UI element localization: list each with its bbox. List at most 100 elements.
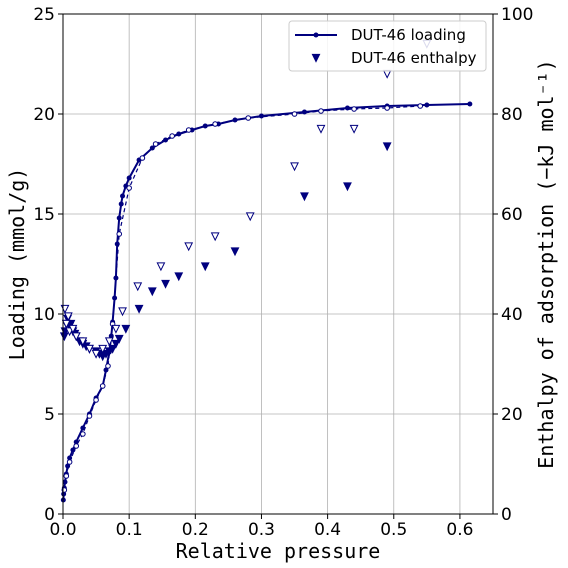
y-left-tick-label: 10	[33, 305, 55, 325]
loading-point	[163, 137, 169, 143]
y-right-tick-label: 80	[501, 105, 523, 125]
axes	[58, 13, 498, 519]
enthalpy-open-point	[245, 212, 255, 222]
x-tick-label: 0.0	[49, 520, 76, 540]
desorption-point	[351, 106, 357, 112]
enthalpy-point	[230, 247, 240, 257]
desorption-point	[80, 431, 86, 437]
enthalpy-open-point	[68, 324, 78, 334]
enthalpy-open-point	[133, 282, 143, 292]
y-right-axis-label: Enthalpy of adsorption (−kJ mol⁻¹)	[534, 59, 558, 468]
x-tick-label: 0.3	[248, 520, 275, 540]
y-left-tick-labels: 0 5 10 15 20 25	[33, 5, 55, 525]
enthalpy-open-point	[63, 312, 73, 322]
y-left-tick-label: 0	[44, 505, 55, 525]
enthalpy-point	[343, 182, 352, 192]
y-left-tick-label: 15	[33, 205, 55, 225]
legend-loading-marker	[313, 32, 319, 38]
enthalpy-open-point	[98, 344, 108, 354]
enthalpy-point	[200, 262, 210, 272]
x-tick-label: 0.1	[116, 520, 143, 540]
desorption-point	[384, 105, 390, 111]
loading-line	[62, 103, 470, 501]
enthalpy-open-point	[210, 232, 220, 242]
x-tick-labels: 0.0 0.1 0.2 0.3 0.4 0.5 0.6	[49, 520, 473, 540]
enthalpy-open-point	[156, 262, 166, 272]
loading-point	[258, 113, 264, 119]
loading-point	[116, 215, 122, 221]
x-tick-label: 0.4	[314, 520, 341, 540]
desorption-point	[139, 155, 146, 161]
desorption-point	[63, 473, 70, 479]
loading-point	[301, 109, 307, 115]
desorption-point	[245, 115, 252, 121]
enthalpy-open-point	[111, 324, 121, 334]
enthalpy-open-point	[118, 307, 127, 317]
desorption-point	[152, 141, 159, 147]
desorption-point	[66, 459, 73, 465]
y-right-tick-label: 40	[501, 305, 523, 325]
y-right-tick-label: 100	[501, 5, 533, 25]
enthalpy-point	[161, 279, 170, 289]
enthalpy-point	[121, 324, 131, 334]
enthalpy-point	[114, 334, 124, 344]
x-tick-label: 0.5	[380, 520, 407, 540]
legend-label: DUT-46 loading	[351, 26, 466, 44]
enthalpy-point	[382, 142, 392, 152]
enthalpy-open-point	[349, 124, 359, 134]
enthalpy-open-point	[60, 304, 70, 314]
y-right-tick-label: 0	[501, 505, 512, 525]
loading-point	[112, 295, 118, 301]
desorption-point	[86, 413, 93, 419]
legend-label: DUT-46 enthalpy	[351, 49, 477, 67]
loading-point	[176, 131, 182, 137]
enthalpy-open-point	[71, 332, 81, 342]
enthalpy-open-point	[184, 242, 194, 252]
enthalpy-point	[174, 272, 184, 282]
y-left-tick-label: 20	[33, 105, 55, 125]
enthalpy-open-point	[61, 319, 71, 329]
loading-point	[126, 175, 132, 181]
loading-point	[424, 102, 430, 108]
y-left-tick-label: 25	[33, 5, 55, 25]
loading-point	[118, 201, 124, 207]
enthalpy-point	[134, 304, 144, 314]
desorption-point	[417, 103, 424, 109]
loading-point	[70, 447, 76, 453]
desorption-point	[212, 121, 218, 127]
plot-frame	[62, 13, 494, 515]
enthalpy-point	[111, 339, 121, 349]
desorption-line	[63, 105, 421, 491]
y-left-axis-label: Loading (mmol/g)	[5, 168, 29, 361]
loading-point	[120, 193, 126, 199]
enthalpy-open-point	[85, 344, 94, 354]
enthalpy-open-point	[104, 337, 114, 347]
enthalpy-point	[108, 344, 118, 354]
desorption-point	[105, 363, 111, 369]
x-tick-label: 0.6	[446, 520, 473, 540]
loading-point	[73, 439, 79, 445]
loading-point	[232, 117, 238, 123]
loading-point	[467, 101, 473, 107]
desorption-point	[185, 127, 192, 133]
grid	[63, 14, 493, 514]
desorption-point	[99, 383, 106, 389]
legend-box	[288, 20, 487, 72]
desorption-point	[116, 231, 123, 237]
desorption-point	[73, 443, 80, 449]
legend: DUT-46 loading DUT-46 enthalpy	[288, 20, 487, 72]
enthalpy-open-point	[78, 337, 88, 347]
legend-enthalpy-marker	[311, 53, 321, 63]
axis-labels: Relative pressure Loading (mmol/g) Enthalp…	[5, 59, 558, 563]
x-axis-label: Relative pressure	[176, 539, 381, 563]
desorption-point	[318, 108, 324, 114]
y-right-tick-label: 60	[501, 205, 523, 225]
desorption-point	[126, 185, 132, 191]
enthalpy-open-point	[91, 349, 101, 359]
desorption-point	[93, 397, 99, 403]
enthalpy-point	[300, 192, 309, 202]
x-tick-label: 0.2	[182, 520, 209, 540]
y-left-tick-label: 5	[44, 405, 55, 425]
enthalpy-open-point	[316, 124, 326, 134]
